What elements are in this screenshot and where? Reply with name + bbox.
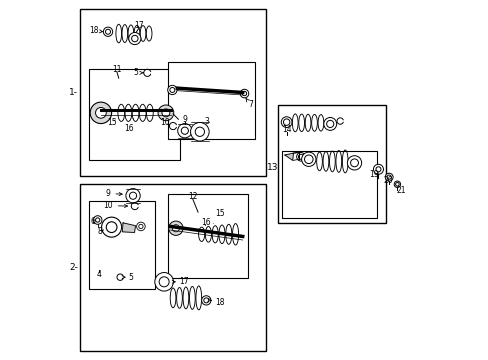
Circle shape [373,164,383,174]
Polygon shape [285,153,293,160]
Text: 7: 7 [245,98,253,109]
Text: 11: 11 [112,66,122,75]
Circle shape [201,296,210,305]
Circle shape [129,192,136,199]
Circle shape [375,167,380,172]
Circle shape [158,105,173,121]
Circle shape [190,122,209,141]
Text: 16: 16 [201,218,211,227]
Circle shape [242,91,246,96]
Circle shape [346,156,361,170]
Circle shape [326,120,333,127]
Polygon shape [122,223,135,233]
Bar [167,62,255,139]
Bar [167,194,247,278]
Bar [282,152,376,217]
Text: 21: 21 [395,185,405,194]
Text: 5: 5 [122,273,133,282]
Circle shape [298,154,303,159]
Circle shape [105,29,110,34]
Text: 15: 15 [213,210,224,224]
Circle shape [296,153,305,161]
Text: 15: 15 [106,118,116,127]
Circle shape [95,218,100,222]
Circle shape [102,217,122,237]
Text: 1-: 1- [69,88,78,97]
Text: 13: 13 [266,163,278,172]
Bar [278,105,385,223]
Text: 18: 18 [89,26,102,35]
Circle shape [106,222,117,233]
Text: 8: 8 [98,227,102,236]
Circle shape [159,277,169,287]
Circle shape [93,216,102,224]
Circle shape [281,117,291,127]
Text: 5: 5 [133,68,143,77]
Circle shape [393,181,400,188]
Circle shape [385,173,392,181]
Bar [80,9,265,176]
Circle shape [181,127,188,134]
Text: 4: 4 [96,270,101,279]
Circle shape [240,89,248,98]
Circle shape [162,109,169,117]
Circle shape [131,35,138,42]
Text: 9: 9 [105,189,122,198]
Circle shape [128,32,141,45]
Circle shape [323,117,336,130]
Circle shape [155,273,173,291]
Text: 2-: 2- [69,263,78,272]
Text: 10: 10 [103,201,127,210]
Text: 3: 3 [204,117,209,126]
Text: 10: 10 [160,118,170,127]
Text: 19: 19 [368,170,378,179]
Circle shape [103,27,112,36]
Text: 18: 18 [207,298,224,307]
Text: 9: 9 [182,116,187,125]
Text: 16: 16 [124,118,134,134]
Circle shape [172,225,179,232]
Circle shape [136,222,145,231]
Circle shape [168,221,183,235]
Circle shape [350,159,358,167]
Circle shape [139,224,143,229]
Bar [89,69,180,160]
Bar [89,202,155,289]
Circle shape [95,108,106,118]
Text: 20: 20 [383,176,392,185]
Circle shape [283,119,289,125]
Circle shape [304,155,312,163]
Circle shape [195,127,204,136]
Circle shape [301,152,315,166]
Circle shape [167,85,177,95]
Text: 17: 17 [134,21,143,30]
Circle shape [169,87,175,93]
Circle shape [125,189,140,203]
Bar [80,184,265,351]
Circle shape [203,298,208,303]
Text: 17: 17 [172,277,188,286]
Text: 12: 12 [187,192,197,201]
Circle shape [177,123,192,138]
Circle shape [90,102,111,123]
Circle shape [395,183,398,186]
Text: 6: 6 [90,217,95,226]
Circle shape [386,175,390,179]
Text: 14: 14 [281,126,291,135]
